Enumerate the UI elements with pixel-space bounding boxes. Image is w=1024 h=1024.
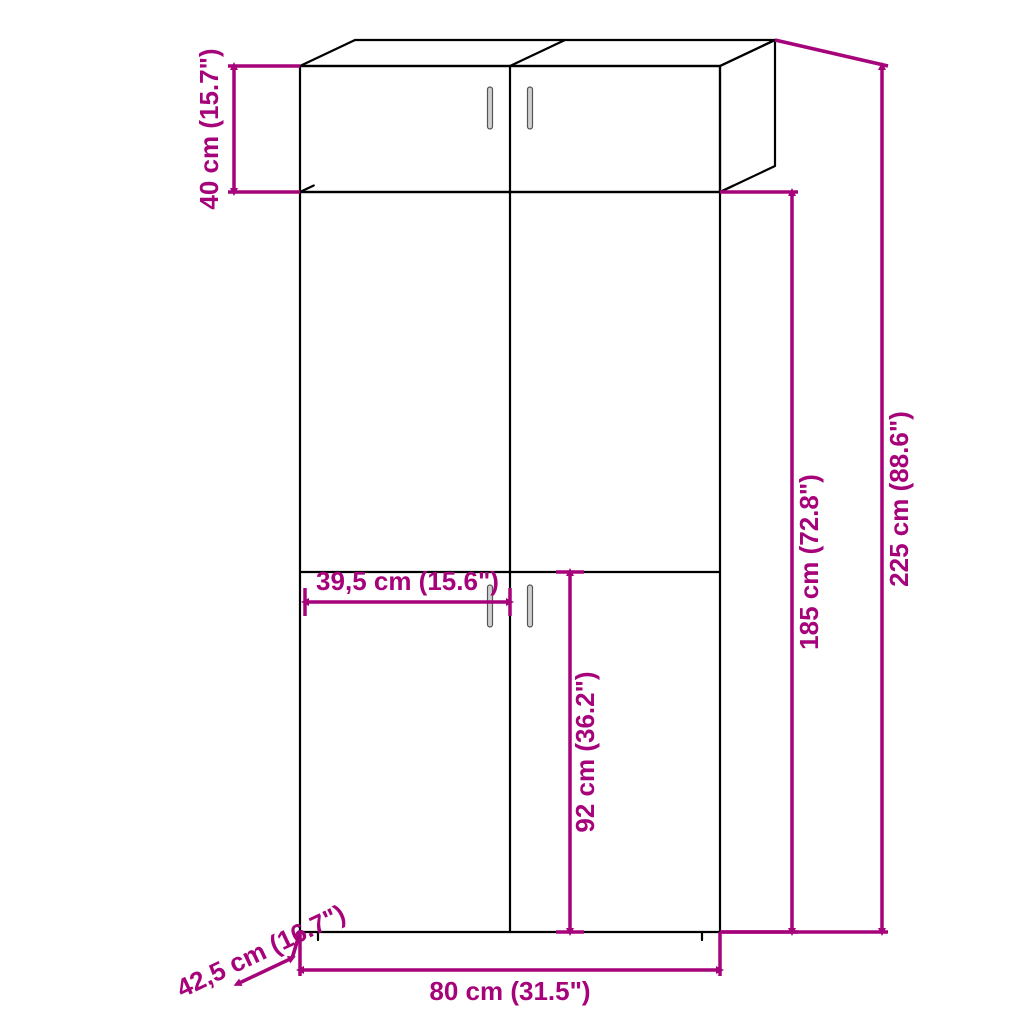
dimension-label: 40 cm (15.7") [194, 48, 224, 209]
door-handle [528, 585, 533, 627]
dimension-label: 185 cm (72.8") [794, 474, 824, 650]
dimension-label: 225 cm (88.6") [884, 411, 914, 587]
door-handle [528, 87, 533, 129]
dimension-label: 92 cm (36.2") [570, 671, 600, 832]
dimension-label: 42,5 cm (16.7") [172, 898, 350, 1003]
cabinet-outline [300, 40, 775, 940]
extension-line [775, 40, 888, 66]
dimension-label: 39,5 cm (15.6") [316, 566, 499, 596]
dimension-label: 80 cm (31.5") [429, 976, 590, 1006]
door-handle [488, 87, 493, 129]
